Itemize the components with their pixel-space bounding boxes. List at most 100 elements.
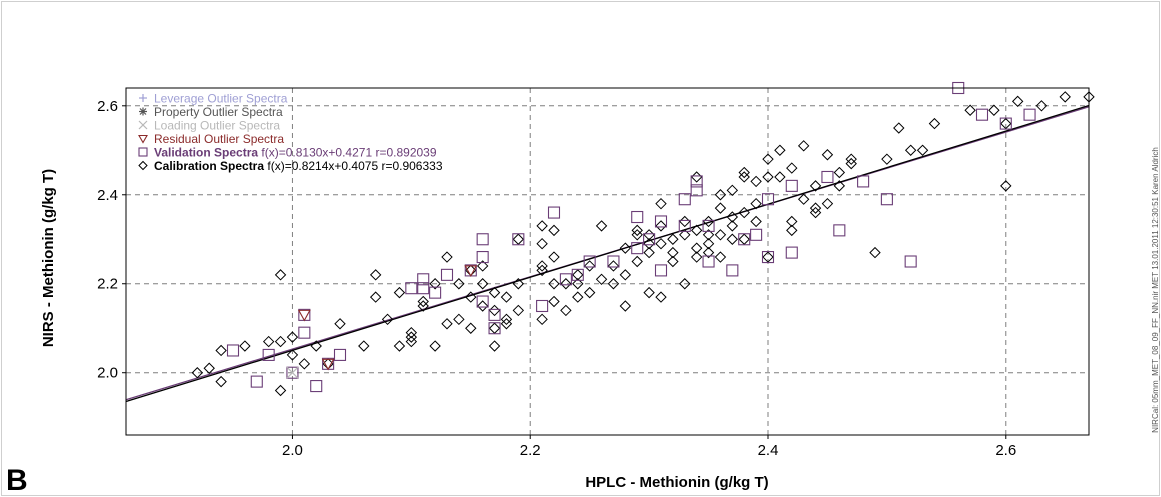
calibration-spectra-point xyxy=(679,278,691,290)
validation-spectra-point xyxy=(488,322,501,335)
y-tick-label: 2.0 xyxy=(97,365,118,382)
calibration-spectra-point xyxy=(845,153,857,165)
calibration-spectra-point xyxy=(964,104,976,116)
calibration-spectra-point xyxy=(702,229,715,241)
calibration-spectra-point xyxy=(774,171,786,183)
calibration-spectra-point xyxy=(797,140,810,152)
calibration-spectra-point xyxy=(928,117,941,130)
calibration-spectra-point xyxy=(904,144,917,156)
legend-fit-equation: f(x)=0.8214x+0.4075 r=0.906333 xyxy=(264,159,443,173)
validation-spectra-point xyxy=(512,233,525,246)
calibration-spectra-point xyxy=(286,349,299,361)
validation-spectra-point xyxy=(678,193,691,206)
calibration-spectra-point xyxy=(881,153,893,165)
calibration-spectra-point xyxy=(488,322,501,334)
calibration-spectra-point xyxy=(702,237,715,250)
validation-spectra-point xyxy=(464,264,477,277)
calibration-spectra-point xyxy=(619,242,632,254)
legend-series-name: Residual Outlier Spectra xyxy=(154,132,284,146)
calibration-spectra-point xyxy=(369,269,382,281)
calibration-spectra-point xyxy=(655,237,667,250)
calibration-spectra-point xyxy=(643,229,655,241)
calibration-spectra-point xyxy=(215,375,227,388)
data-points xyxy=(191,81,1095,397)
calibration-spectra-point xyxy=(809,180,822,192)
validation-spectra-point xyxy=(322,357,335,370)
calibration-spectra-point xyxy=(488,304,501,317)
validation-spectra-point xyxy=(559,273,572,286)
residual-outlier-spectra-point xyxy=(321,358,335,371)
legend-label: Residual Outlier Spectra xyxy=(154,132,284,146)
validation-spectra-point xyxy=(476,251,489,264)
validation-spectra-point xyxy=(1023,108,1036,121)
legend-label: Property Outlier Spectra xyxy=(154,105,283,119)
calibration-spectra-point xyxy=(536,264,548,277)
residual-outlier-spectra-point xyxy=(297,309,311,322)
calibration-spectra-point xyxy=(679,215,691,228)
calibration-spectra-point xyxy=(429,340,441,352)
calibration-spectra-point xyxy=(548,295,560,308)
validation-spectra-point xyxy=(726,264,739,277)
calibration-spectra-point xyxy=(750,215,762,228)
validation-spectra-point xyxy=(286,366,299,379)
validation-spectra-point xyxy=(821,170,834,184)
calibration-spectra-point xyxy=(536,220,548,232)
calibration-spectra-point xyxy=(726,184,739,197)
calibration-spectra-point xyxy=(762,153,774,165)
calibration-spectra-point xyxy=(465,291,477,303)
calibration-spectra-point xyxy=(643,246,655,259)
calibration-spectra-point xyxy=(334,318,346,330)
calibration-spectra-point xyxy=(536,260,548,272)
calibration-spectra-point xyxy=(583,286,596,299)
legend-series-name: Calibration Spectra xyxy=(154,159,264,173)
calibration-spectra-point xyxy=(500,313,513,326)
legend-label: Validation Spectra f(x)=0.8130x+0.4271 r… xyxy=(154,146,437,160)
calibration-spectra-point xyxy=(655,291,667,303)
calibration-spectra-point xyxy=(786,215,798,228)
validation-spectra-point xyxy=(904,255,917,268)
legend-marker-cross-stroke xyxy=(138,120,148,130)
validation-spectra-point xyxy=(643,233,656,246)
validation-spectra-point xyxy=(690,175,703,188)
calibration-spectra-point xyxy=(714,202,727,214)
legend-series-name: Loading Outlier Spectra xyxy=(154,119,280,133)
validation-spectra-point xyxy=(880,193,893,206)
calibration-spectra-point xyxy=(655,220,667,232)
legend-marker-star-stroke xyxy=(139,108,147,115)
calibration-spectra-point xyxy=(786,162,798,174)
calibration-spectra-point xyxy=(1011,95,1024,108)
validation-spectra-point xyxy=(631,242,644,255)
calibration-spectra-point xyxy=(441,318,453,330)
calibration-spectra-point xyxy=(774,144,786,156)
calibration-spectra-point xyxy=(714,229,727,241)
validation-spectra-point xyxy=(785,179,798,192)
legend-marker-diamond xyxy=(138,160,148,171)
calibration-spectra-point xyxy=(583,260,596,272)
calibration-spectra-point xyxy=(667,255,679,268)
validation-spectra-point xyxy=(654,215,668,228)
validation-spectra-point xyxy=(310,380,323,393)
calibration-spectra-point xyxy=(869,246,881,259)
y-tick-label: 2.4 xyxy=(97,187,118,204)
calibration-spectra-point xyxy=(298,358,311,370)
calibration-spectra-point xyxy=(500,318,513,330)
validation-spectra-point xyxy=(678,219,691,232)
legend-label: Calibration Spectra f(x)=0.8214x+0.4075 … xyxy=(154,159,443,173)
validation-spectra-point xyxy=(785,246,798,259)
calibration-spectra-point xyxy=(572,278,584,290)
residual-outlier-spectra-point xyxy=(464,265,478,278)
calibration-spectra-point xyxy=(476,260,489,272)
validation-spectra-point xyxy=(547,206,561,219)
validation-spectra-point xyxy=(583,255,596,268)
calibration-spectra-point xyxy=(690,251,703,263)
calibration-spectra-point xyxy=(893,122,905,134)
calibration-spectra-point xyxy=(833,166,846,179)
x-tick-label: 2.2 xyxy=(520,442,541,459)
fit-line-calibration-spectra xyxy=(125,104,1090,403)
calibration-spectra-point xyxy=(821,149,834,161)
calibration-spectra-point xyxy=(239,340,251,352)
calibration-spectra-point xyxy=(738,206,750,219)
legend-fit-equation: f(x)=0.8130x+0.4271 r=0.892039 xyxy=(258,146,437,160)
calibration-spectra-point xyxy=(191,367,204,379)
calibration-spectra-point xyxy=(786,224,798,237)
